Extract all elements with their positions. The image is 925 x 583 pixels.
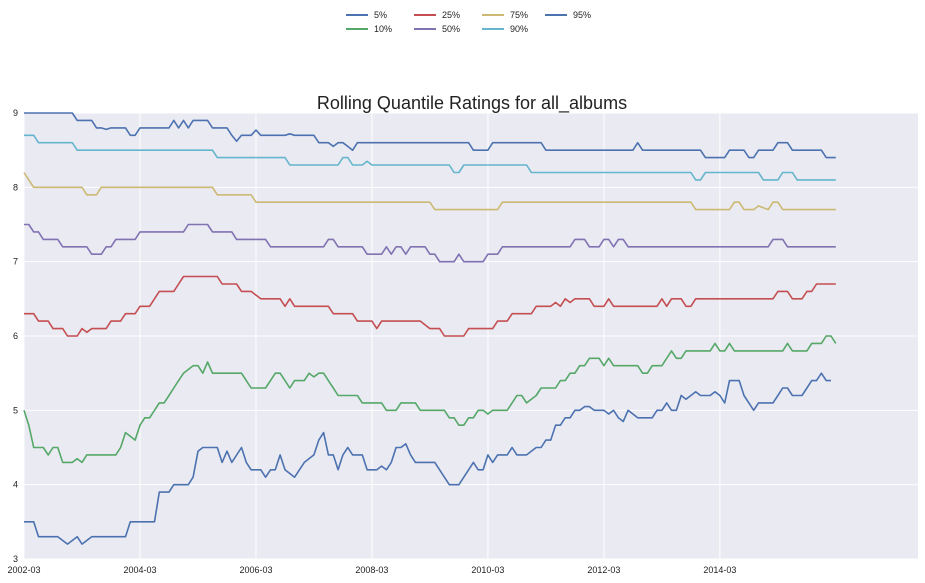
legend-label-10: 10% — [374, 24, 393, 34]
legend-item-75: 75% — [482, 8, 528, 22]
legend-item-95: 95% — [545, 8, 591, 22]
legend-swatch-75 — [482, 14, 504, 16]
legend-item-90: 90% — [482, 22, 528, 36]
x-tick-label: 2012-03 — [587, 565, 620, 575]
legend-item-50: 50% — [414, 22, 460, 36]
y-tick-label: 6 — [13, 331, 18, 341]
x-tick-label: 2002-03 — [7, 565, 40, 575]
legend-swatch-25 — [414, 14, 436, 16]
legend-label-50: 50% — [442, 24, 461, 34]
x-axis-ticks: 2002-03 2004-03 2006-03 2008-03 2010-03 2012-… — [7, 565, 736, 575]
legend-swatch-5 — [346, 14, 368, 16]
x-tick-label: 2008-03 — [355, 565, 388, 575]
series-line-90pct — [24, 134, 836, 181]
series-line-95pct — [24, 112, 836, 159]
y-tick-label: 8 — [13, 182, 18, 192]
legend-item-10: 10% — [346, 22, 392, 36]
x-tick-label: 2010-03 — [471, 565, 504, 575]
legend-item-5: 5% — [346, 8, 387, 22]
legend-label-75: 75% — [510, 10, 529, 20]
series-line-10pct — [23, 335, 837, 464]
legend: 5% 10% 25% 50% 75% 90% 95% — [340, 8, 620, 38]
y-tick-label: 4 — [13, 480, 18, 490]
series-line-5pct — [24, 372, 831, 545]
series-line-25pct — [24, 275, 836, 337]
legend-label-90: 90% — [510, 24, 529, 34]
x-tick-label: 2006-03 — [239, 565, 272, 575]
series-line-50pct — [24, 223, 836, 263]
legend-swatch-95 — [545, 14, 567, 16]
legend-label-25: 25% — [442, 10, 461, 20]
legend-swatch-90 — [482, 28, 504, 30]
y-tick-label: 3 — [13, 554, 18, 564]
y-tick-label: 5 — [13, 405, 18, 415]
y-tick-label: 9 — [13, 108, 18, 118]
y-axis-ticks: 3 4 5 6 7 8 9 — [13, 108, 18, 564]
series-line-75pct — [23, 172, 836, 211]
x-tick-label: 2004-03 — [123, 565, 156, 575]
y-tick-label: 7 — [13, 257, 18, 267]
legend-label-95: 95% — [573, 10, 592, 20]
legend-item-25: 25% — [414, 8, 460, 22]
x-tick-label: 2014-03 — [703, 565, 736, 575]
legend-swatch-10 — [346, 28, 368, 30]
series-lines — [23, 112, 837, 545]
chart-title: Rolling Quantile Ratings for all_albums — [317, 93, 627, 114]
legend-label-5: 5% — [374, 10, 388, 20]
legend-swatch-50 — [414, 28, 436, 30]
